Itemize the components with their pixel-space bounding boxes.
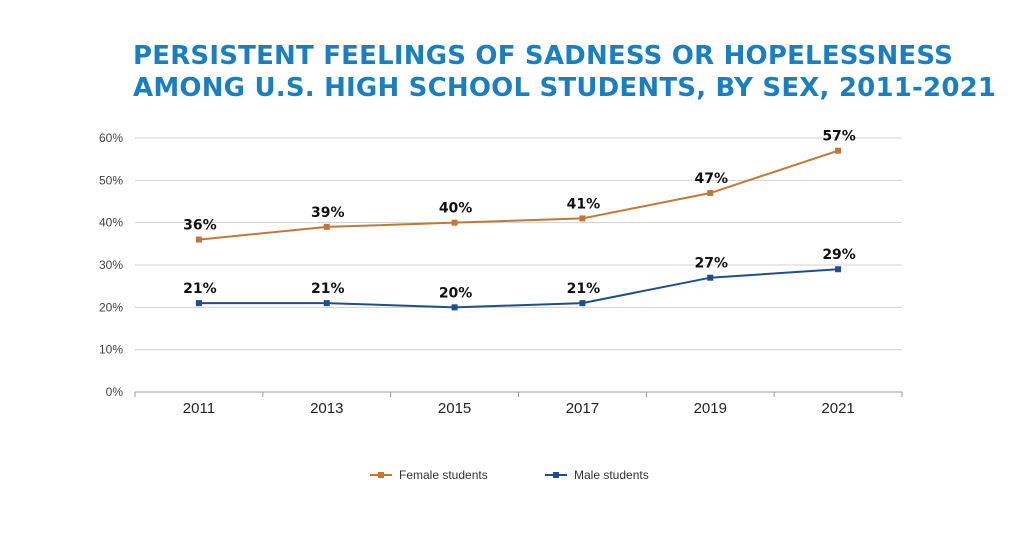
y-tick-label: 0% — [106, 385, 124, 399]
data-label: 21% — [567, 281, 601, 297]
data-point-marker — [451, 219, 458, 226]
data-label: 27% — [694, 256, 728, 272]
data-point-marker — [323, 300, 330, 307]
data-point-marker — [707, 274, 714, 281]
data-point-marker — [579, 215, 586, 222]
x-tick-label: 2015 — [438, 400, 471, 417]
data-point-marker — [835, 266, 842, 273]
y-tick-label: 20% — [99, 300, 123, 314]
data-point-marker — [451, 304, 458, 311]
data-label: 21% — [183, 281, 217, 297]
y-tick-label: 10% — [99, 343, 123, 357]
data-label: 36% — [183, 218, 217, 234]
data-point-marker — [835, 147, 842, 154]
data-label: 39% — [311, 205, 345, 221]
data-label: 29% — [822, 247, 856, 263]
data-point-marker — [323, 223, 330, 230]
data-label: 20% — [439, 285, 473, 301]
series-line-female — [198, 149, 839, 241]
x-tick-label: 2019 — [694, 400, 727, 417]
chart-title-line-1: PERSISTENT FEELINGS OF SADNESS OR HOPELE… — [133, 41, 954, 71]
x-tick-label: 2017 — [566, 400, 599, 417]
x-tick-label: 2021 — [821, 400, 854, 417]
x-tick-label: 2013 — [310, 400, 343, 417]
legend-marker-male — [553, 472, 559, 478]
chart-title: PERSISTENT FEELINGS OF SADNESS OR HOPELE… — [133, 40, 996, 104]
data-label: 41% — [567, 196, 601, 212]
y-tick-label: 40% — [99, 216, 123, 230]
data-label: 40% — [439, 201, 473, 217]
legend-label-male: Male students — [574, 468, 649, 482]
data-point-marker — [195, 236, 202, 243]
data-point-marker — [195, 300, 202, 307]
data-point-marker — [707, 190, 714, 197]
series-line-male — [198, 268, 839, 309]
data-label: 21% — [311, 281, 345, 297]
y-tick-label: 30% — [99, 258, 123, 272]
legend-label-female: Female students — [399, 468, 488, 482]
chart-title-line-2: AMONG U.S. HIGH SCHOOL STUDENTS, BY SEX,… — [133, 73, 997, 103]
y-tick-label: 60% — [99, 131, 123, 145]
legend-marker-female — [378, 472, 384, 478]
data-label: 57% — [822, 129, 856, 145]
data-point-marker — [579, 300, 586, 307]
data-label: 47% — [694, 171, 728, 187]
y-tick-label: 50% — [99, 173, 123, 187]
x-tick-label: 2011 — [183, 400, 215, 417]
